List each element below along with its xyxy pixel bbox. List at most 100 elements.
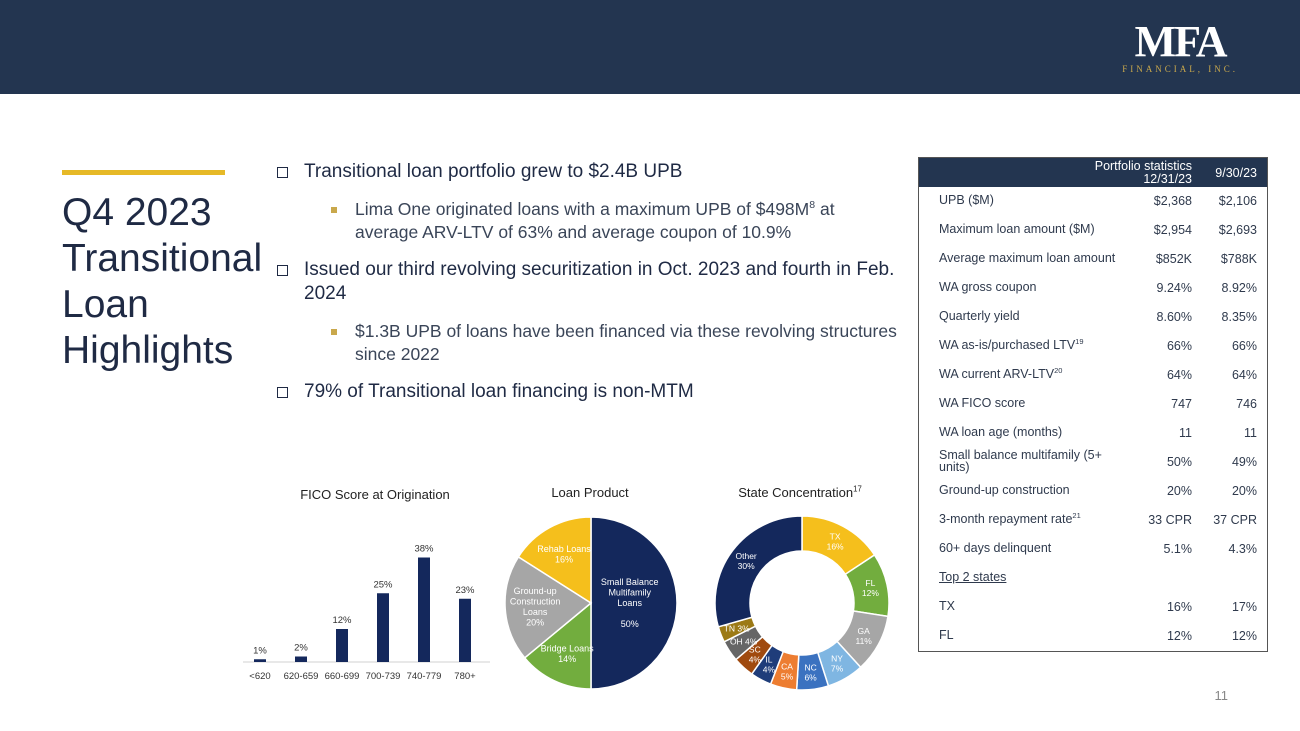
fico-data-label: 25% (373, 579, 393, 590)
state-label: 7% (831, 664, 844, 674)
state-label: TX (830, 531, 841, 541)
state-slice (795, 651, 830, 691)
stats-row-label: WA FICO score (939, 396, 1026, 410)
loan-product-slice (504, 555, 593, 659)
state-label: 12% (862, 588, 879, 598)
square-bullet-icon (331, 207, 337, 213)
loan-product-label: Ground-up (514, 586, 557, 596)
state-label: CA (781, 661, 793, 671)
stats-row-label: WA loan age (months) (939, 425, 1063, 439)
bullet-financing: 79% of Transitional loan financing is no… (277, 380, 917, 404)
stats-value-current: 64% (1166, 368, 1192, 382)
fico-tick-label: 780+ (454, 671, 476, 682)
stats-row: Small balance multifamily (5+ units) 50% 4… (919, 448, 1267, 477)
state-slice (844, 553, 890, 618)
stats-row-label: 60+ days delinquent (939, 541, 1052, 555)
stats-row: Average maximum loan amount $852K $788K (919, 245, 1267, 274)
stats-row-label: WA as-is/purchased LTV19 (939, 336, 1084, 352)
stats-row: WA current ARV-LTV20 64% 64% (919, 361, 1267, 390)
stats-row: WA gross coupon 9.24% 8.92% (919, 274, 1267, 303)
state-slice (816, 640, 862, 687)
stats-row: TX 16% 17% (919, 593, 1267, 622)
state-label: 16% (827, 541, 844, 551)
state-slice (750, 644, 785, 686)
stats-row-label: Maximum loan amount ($M) (939, 222, 1095, 236)
stats-value-prior: $2,106 (1218, 194, 1257, 208)
fico-tick-label: 740-779 (407, 671, 442, 682)
fico-data-label: 1% (253, 645, 267, 656)
stats-value-prior: 20% (1231, 484, 1257, 498)
stats-value-current: 33 CPR (1148, 513, 1192, 527)
fico-bar (459, 598, 471, 662)
stats-row-label: Average maximum loan amount (939, 251, 1116, 265)
sub-bullet-revolving: $1.3B UPB of loans have been financed vi… (331, 320, 901, 366)
loan-product-title: Loan Product (551, 485, 629, 500)
stats-value-prior: 64% (1231, 368, 1257, 382)
state-label: 4% (763, 665, 776, 675)
fico-chart-title: FICO Score at Origination (300, 487, 450, 502)
state-label: 5% (781, 671, 794, 681)
loan-product-label: 20% (526, 617, 544, 627)
stats-header-row: Portfolio statistics 12/31/23 9/30/23 (919, 158, 1267, 187)
state-label: 11% (855, 636, 872, 646)
stats-value-current: 50% (1166, 455, 1192, 469)
stats-value-current: 747 (1171, 397, 1192, 411)
state-label: TN 3% (724, 623, 750, 633)
loan-product-label: Construction (510, 596, 561, 606)
state-label: 30% (738, 561, 755, 571)
state-label: FL (865, 578, 875, 588)
stats-value-prior: 49% (1231, 455, 1257, 469)
checkbox-bullet-icon (277, 387, 288, 398)
stats-row-label: Quarterly yield (939, 309, 1020, 323)
stats-value-current: 5.1% (1163, 542, 1193, 556)
stats-value-current: 11 (1179, 426, 1192, 440)
stats-value-current: 20% (1166, 484, 1192, 498)
checkbox-bullet-icon (277, 265, 288, 276)
stats-value-current: 8.60% (1156, 310, 1192, 324)
portfolio-stats-table: Portfolio statistics 12/31/23 9/30/23 UPB… (918, 157, 1268, 652)
stats-value-prior: 37 CPR (1213, 513, 1257, 527)
stats-row: WA as-is/purchased LTV19 66% 66% (919, 332, 1267, 361)
loan-product-label: 50% (621, 619, 639, 629)
stats-value-prior: 12% (1231, 629, 1257, 643)
stats-row-label: Small balance multifamily (5+ units) (939, 448, 1102, 474)
state-label: NC (804, 662, 816, 672)
stats-value-prior: 4.3% (1228, 542, 1258, 556)
highlights-list: Transitional loan portfolio grew to $2.4… (277, 160, 917, 418)
state-slice (835, 610, 889, 669)
stats-row-label: 3-month repayment rate21 (939, 510, 1081, 526)
state-slice (801, 515, 876, 576)
stats-value-prior: 66% (1231, 339, 1257, 353)
stats-row: Top 2 states (919, 564, 1267, 593)
state-label: IL (765, 655, 772, 665)
loan-product-label: Multifamily (608, 588, 651, 598)
stats-row-label: UPB ($M) (939, 193, 994, 207)
stats-row: WA loan age (months) 11 11 (919, 419, 1267, 448)
state-label: 6% (804, 672, 817, 682)
state-slice (723, 625, 764, 661)
stats-row-label: Top 2 states (939, 570, 1007, 584)
loan-product-label: Loans (523, 607, 548, 617)
fico-bar (418, 557, 430, 662)
fico-data-label: 2% (294, 643, 308, 654)
state-label: SC (749, 645, 761, 655)
loan-product-label: 16% (555, 554, 573, 564)
loan-product-label: 14% (558, 654, 576, 664)
stats-row-label: WA gross coupon (939, 280, 1037, 294)
stats-row-label: FL (939, 628, 954, 642)
header-bar: MFA FINANCIAL, INC. (0, 0, 1300, 94)
stats-value-current: $2,368 (1153, 194, 1192, 208)
bullet-securitization: Issued our third revolving securitizatio… (277, 258, 917, 306)
loan-product-slice (590, 516, 678, 690)
stats-value-current: 9.24% (1156, 281, 1192, 295)
loan-product-slice (523, 601, 592, 690)
fico-tick-label: 700-739 (366, 671, 401, 682)
fico-bar (336, 629, 348, 662)
fico-data-label: 38% (414, 544, 434, 555)
stats-row: FL 12% 12% (919, 622, 1267, 651)
fico-data-label: 23% (455, 585, 475, 596)
stats-row: Ground-up construction 20% 20% (919, 477, 1267, 506)
stats-row: Maximum loan amount ($M) $2,954 $2,693 (919, 216, 1267, 245)
stats-value-current: $2,954 (1153, 223, 1192, 237)
state-slice (714, 515, 803, 628)
